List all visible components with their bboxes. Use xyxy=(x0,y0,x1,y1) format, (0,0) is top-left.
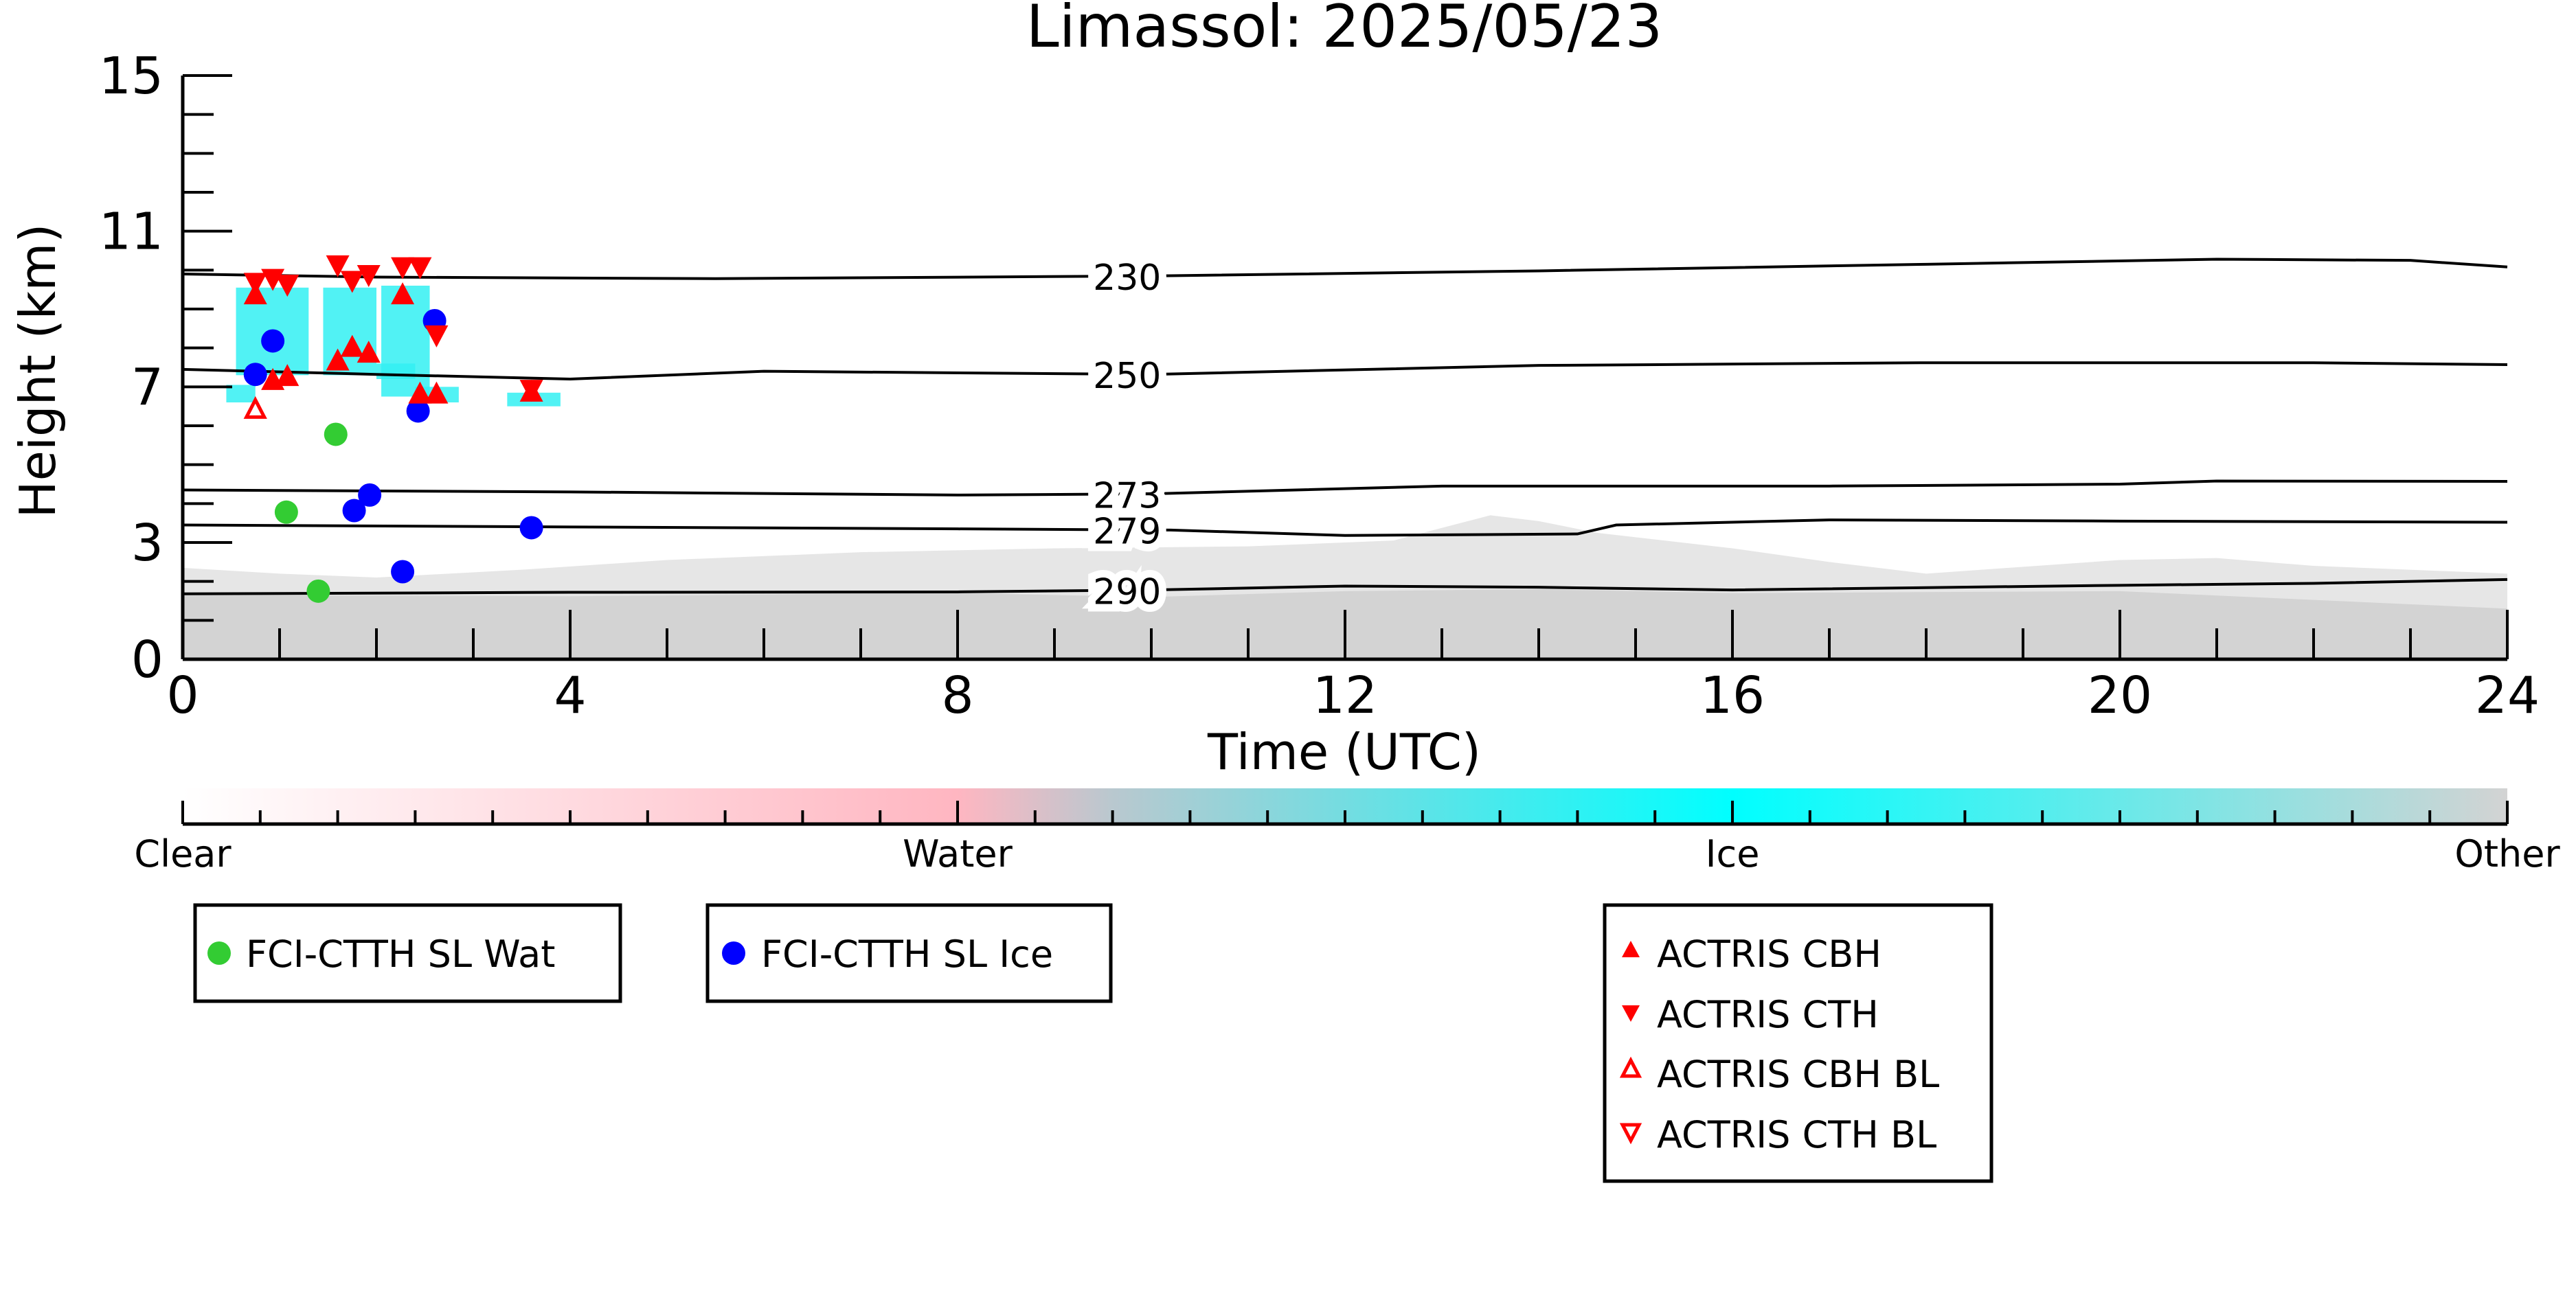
legend-cbh-bl-marker xyxy=(1619,1056,1642,1078)
series-point xyxy=(358,483,382,507)
legend-cbh-label: ACTRIS CBH xyxy=(1657,933,1882,976)
cbh-marker xyxy=(340,334,364,357)
cbh-marker xyxy=(275,364,300,387)
chart-title: Limassol: 2025/05/23 xyxy=(1026,0,1662,61)
cbh-marker xyxy=(408,381,432,404)
legend-ice-label: FCI-CTTH SL Ice xyxy=(761,933,1053,976)
isotherm-label: 273 xyxy=(1093,475,1161,516)
cbh-marker xyxy=(425,381,449,404)
isotherm-label: 250 xyxy=(1093,356,1161,397)
classification-colorbar: Clear Water Ice Other xyxy=(134,788,2560,876)
legend-cth-label: ACTRIS CTH xyxy=(1657,993,1879,1036)
x-tick-label: 16 xyxy=(1700,666,1765,725)
colorbar-label-clear: Clear xyxy=(134,832,231,876)
x-tick-label: 0 xyxy=(166,666,199,725)
series-markers xyxy=(243,255,543,603)
x-tick-label: 8 xyxy=(941,666,973,725)
legend-water-label: FCI-CTTH SL Wat xyxy=(246,933,555,976)
cth-marker xyxy=(326,255,350,277)
cbh-marker xyxy=(357,341,381,363)
isotherm-line xyxy=(182,361,2508,381)
cth-marker xyxy=(261,269,285,291)
isotherm-line xyxy=(182,578,2508,595)
legend-cth-bl-marker xyxy=(1619,1123,1642,1145)
isotherm-line xyxy=(182,258,2508,280)
x-axis-label: Time (UTC) xyxy=(1207,723,1481,781)
cth-marker xyxy=(340,271,364,293)
x-tick-label: 4 xyxy=(554,666,586,725)
cth-marker xyxy=(275,275,300,297)
legend-actris: ACTRIS CBH ACTRIS CTH ACTRIS CBH BL ACTR… xyxy=(1603,903,1993,1183)
colorbar-label-water: Water xyxy=(903,832,1013,876)
x-tick-label: 24 xyxy=(2475,666,2540,725)
series-point xyxy=(274,500,298,524)
isotherm-label: 290 xyxy=(1093,571,1161,613)
isotherm-line xyxy=(182,518,2508,537)
y-tick-label: 3 xyxy=(131,514,163,573)
colorbar-ticks xyxy=(181,801,2509,826)
y-tick-label: 0 xyxy=(131,630,163,689)
ice-cloud-patch xyxy=(376,363,416,379)
isotherm-label: 230 xyxy=(1093,258,1161,299)
legend-water-box xyxy=(193,903,622,1003)
legend-water-marker xyxy=(207,941,231,965)
x-tick-label: 20 xyxy=(2088,666,2152,725)
cbh-bl-marker xyxy=(243,396,267,419)
y-tick-label: 15 xyxy=(99,47,163,106)
x-tick-label: 12 xyxy=(1313,666,1377,725)
cbh-marker xyxy=(326,348,350,371)
legend-water: FCI-CTTH SL Wat xyxy=(193,903,622,1003)
colorbar-label-other: Other xyxy=(2454,832,2560,876)
cbh-marker xyxy=(391,282,415,305)
legend-ice-marker xyxy=(722,941,745,965)
y-tick-label: 11 xyxy=(99,203,163,262)
cth-marker xyxy=(425,325,449,347)
series-point xyxy=(306,579,330,603)
series-point xyxy=(391,560,415,584)
series-point xyxy=(342,499,366,523)
legend-actris-box xyxy=(1603,903,1993,1183)
series-point xyxy=(324,422,348,446)
isotherm-label: 279 xyxy=(1093,512,1161,553)
axes: 0 3 7 11 15 0 4 8 12 16 20 24 xyxy=(99,47,2540,725)
series-point xyxy=(406,399,430,423)
colorbar-label-ice: Ice xyxy=(1706,832,1760,876)
cth-marker xyxy=(357,265,381,287)
isotherm-line xyxy=(182,479,2508,496)
series-point xyxy=(519,516,543,540)
cth-marker xyxy=(391,257,415,279)
legend-cth-bl-label: ACTRIS CTH BL xyxy=(1657,1113,1936,1156)
legend-cth-marker xyxy=(1622,1005,1640,1022)
legend-ice: FCI-CTTH SL Ice xyxy=(705,903,1113,1003)
series-point xyxy=(243,363,267,387)
y-axis-label: Height (km) xyxy=(9,224,67,518)
cth-marker xyxy=(408,257,432,279)
cth-marker xyxy=(519,380,543,402)
legend-cbh-marker xyxy=(1622,941,1640,957)
legend-ice-box xyxy=(705,903,1113,1003)
cth-marker xyxy=(243,273,267,295)
legend-cbh-bl-label: ACTRIS CBH BL xyxy=(1657,1053,1939,1096)
y-tick-label: 7 xyxy=(131,358,163,417)
series-point xyxy=(261,329,285,353)
